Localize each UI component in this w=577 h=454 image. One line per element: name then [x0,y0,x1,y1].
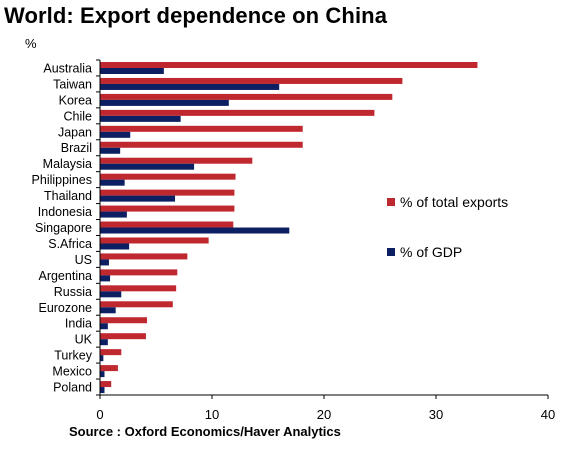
bar-gdp-chile [100,115,181,122]
bar-gdp-singapore [100,227,290,234]
legend-label-gdp: % of GDP [400,244,462,260]
bar-gdp-malaysia [100,163,195,170]
bar-exports-brazil [100,141,303,148]
bar-gdp-japan [100,131,131,138]
category-label-korea: Korea [59,93,92,107]
x-tick-label-0: 0 [96,407,103,422]
bar-gdp-turkey [100,355,104,362]
bar-exports-mexico [100,365,118,372]
bar-exports-australia [100,62,478,68]
bar-gdp-indonesia [100,211,127,218]
bar-exports-thailand [100,189,235,196]
category-label-argentina: Argentina [38,269,92,283]
bar-exports-singapore [100,221,234,228]
category-label-s-africa: S.Africa [48,237,92,251]
bar-exports-argentina [100,269,178,276]
bar-exports-japan [100,125,303,132]
bar-exports-uk [100,333,146,340]
bar-exports-indonesia [100,205,235,212]
bar-gdp-russia [100,291,122,298]
x-tick-label-10: 10 [205,407,219,422]
x-tick-label-20: 20 [317,407,331,422]
bar-exports-malaysia [100,157,253,164]
bar-exports-poland [100,381,112,388]
category-label-india: India [65,317,92,331]
bar-gdp-poland [100,387,105,394]
bar-gdp-eurozone [100,307,116,314]
source-note: Source : Oxford Economics/Haver Analytic… [69,424,341,439]
bar-gdp-philippines [100,179,125,186]
category-label-australia: Australia [43,61,92,75]
category-label-poland: Poland [53,381,92,395]
bar-gdp-brazil [100,147,121,154]
category-label-singapore: Singapore [35,221,92,235]
category-label-malaysia: Malaysia [43,157,92,171]
bar-gdp-s-africa [100,243,130,250]
category-label-chile: Chile [64,109,93,123]
bar-exports-s-africa [100,237,209,244]
bar-gdp-uk [100,339,108,346]
bar-gdp-korea [100,99,229,106]
category-label-brazil: Brazil [61,141,92,155]
bar-exports-turkey [100,349,122,356]
bar-gdp-us [100,259,109,266]
category-label-indonesia: Indonesia [38,205,92,219]
category-label-taiwan: Taiwan [53,77,92,91]
x-tick-label-40: 40 [541,407,555,422]
bar-gdp-mexico [100,371,105,378]
bar-gdp-thailand [100,195,176,202]
category-label-uk: UK [75,333,93,347]
bar-exports-eurozone [100,301,173,308]
bar-exports-philippines [100,173,236,180]
bar-exports-chile [100,109,375,116]
bar-exports-russia [100,285,177,292]
category-label-turkey: Turkey [54,349,92,363]
bar-exports-taiwan [100,77,403,84]
category-label-philippines: Philippines [32,173,92,187]
x-tick-label-30: 30 [429,407,443,422]
unit-label: % [25,36,37,51]
chart-title: World: Export dependence on China [4,3,388,28]
legend-swatch-gdp [387,248,395,256]
category-label-russia: Russia [54,285,92,299]
bar-gdp-taiwan [100,83,280,90]
bar-gdp-india [100,323,108,330]
category-label-japan: Japan [58,125,92,139]
legend-label-exports: % of total exports [400,194,508,210]
category-label-thailand: Thailand [44,189,92,203]
legend-swatch-exports [387,198,395,206]
category-label-us: US [75,253,92,267]
bar-gdp-argentina [100,275,111,282]
bar-exports-korea [100,93,393,100]
category-label-mexico: Mexico [52,365,92,379]
bar-gdp-australia [100,68,164,74]
bar-exports-india [100,317,148,324]
category-label-eurozone: Eurozone [38,301,92,315]
bar-exports-us [100,253,188,260]
